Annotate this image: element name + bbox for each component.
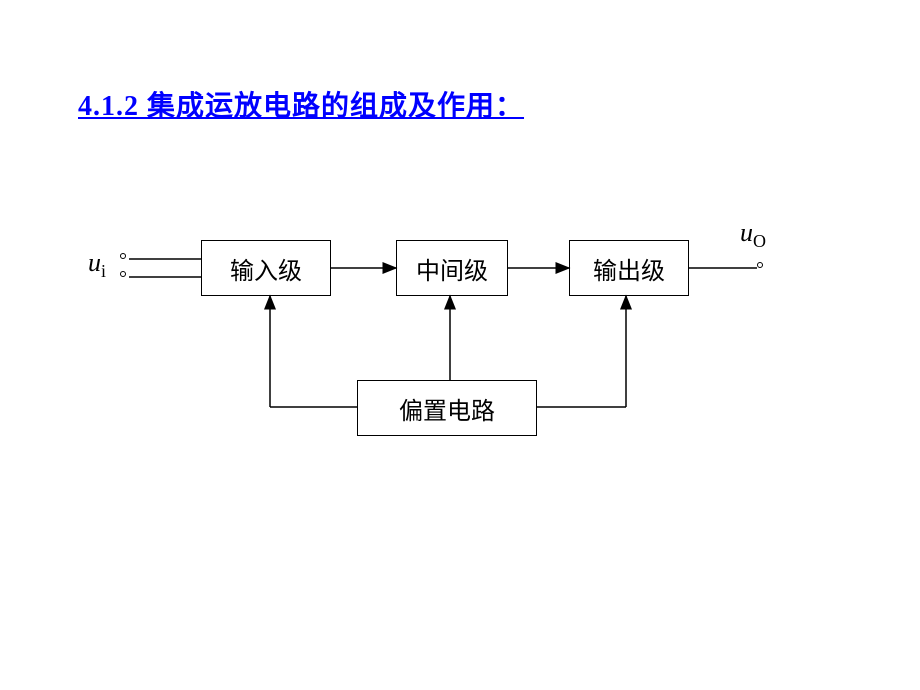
block-diagram: 输入级 中间级 输出级 偏置电路 ui uO: [0, 0, 920, 690]
connections-svg: [0, 0, 920, 690]
